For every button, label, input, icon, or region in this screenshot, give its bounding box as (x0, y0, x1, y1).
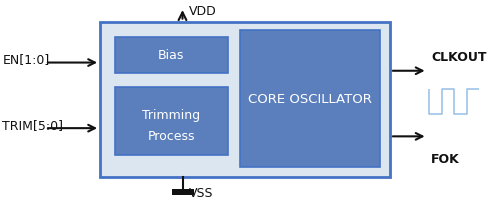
Bar (115, 88, 228, 155)
Text: EN[1:0]: EN[1:0] (2, 53, 50, 66)
Text: Bias: Bias (158, 49, 184, 62)
Text: CORE OSCILLATOR: CORE OSCILLATOR (248, 92, 372, 105)
Text: CLKOUT: CLKOUT (431, 51, 486, 64)
Text: Trimming: Trimming (142, 109, 201, 122)
Bar (240, 31, 380, 167)
Text: FOK: FOK (431, 153, 460, 166)
Text: VSS: VSS (189, 186, 214, 199)
Bar (115, 38, 228, 73)
Bar (172, 189, 194, 195)
Text: VDD: VDD (189, 5, 217, 18)
Text: TRIM[5:0]: TRIM[5:0] (2, 118, 64, 131)
Bar (100, 22, 390, 177)
Text: Process: Process (148, 129, 195, 142)
